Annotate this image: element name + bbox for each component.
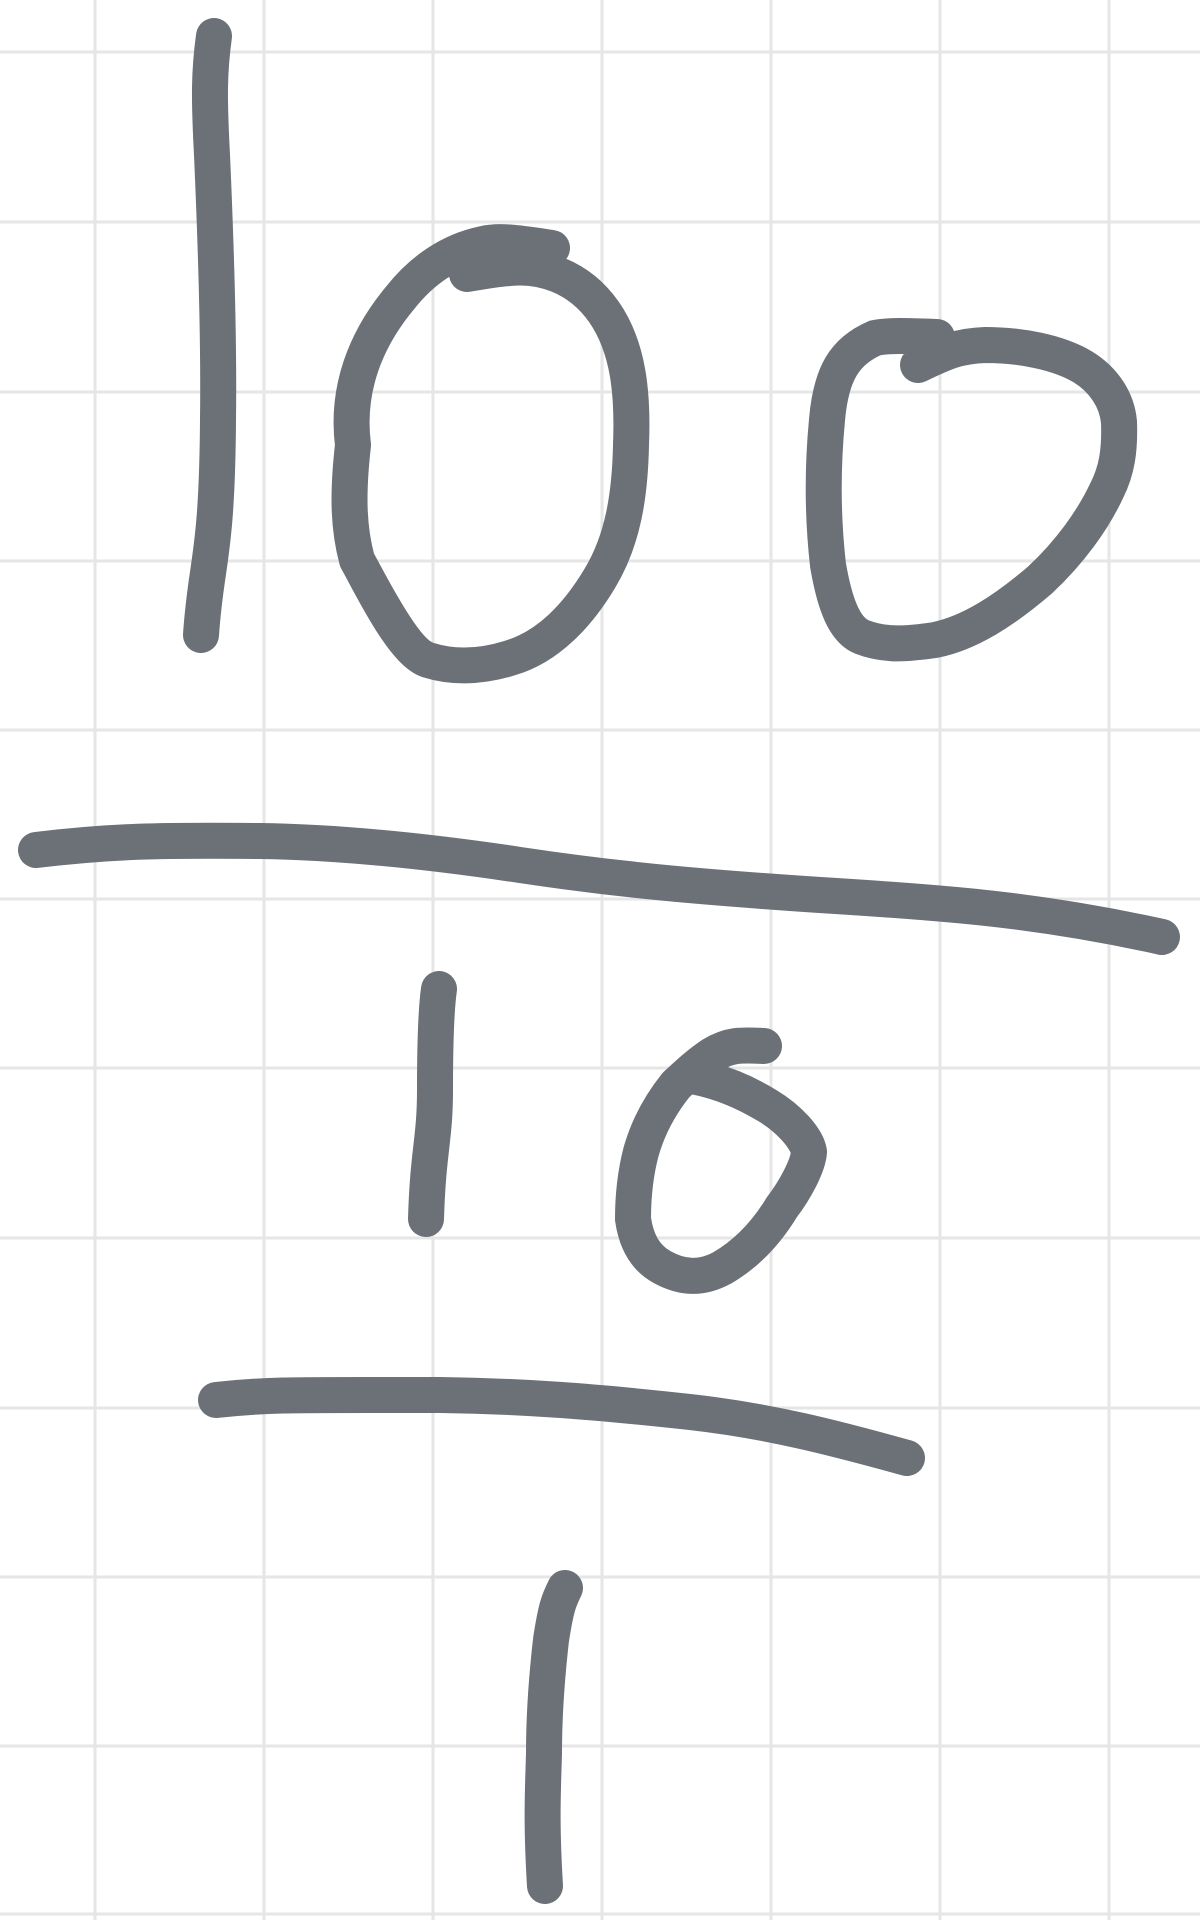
stroke-digit-1-middle (408, 971, 457, 1237)
stroke-digit-1-bottom (524, 1570, 583, 1904)
stroke-fraction-bar-top (18, 822, 1180, 955)
handwritten-number-10 (408, 971, 827, 1294)
handwritten-math (18, 18, 1180, 1904)
stroke-fraction-bar-bottom (198, 1376, 925, 1476)
handwritten-number-100 (183, 18, 1138, 684)
stroke-digit-0-left (331, 224, 650, 684)
stroke-digit-0-middle (615, 1027, 827, 1294)
stroke-digit-1-top (183, 18, 237, 653)
stroke-digit-0-right (805, 318, 1138, 662)
handwritten-number-1 (524, 1570, 583, 1904)
